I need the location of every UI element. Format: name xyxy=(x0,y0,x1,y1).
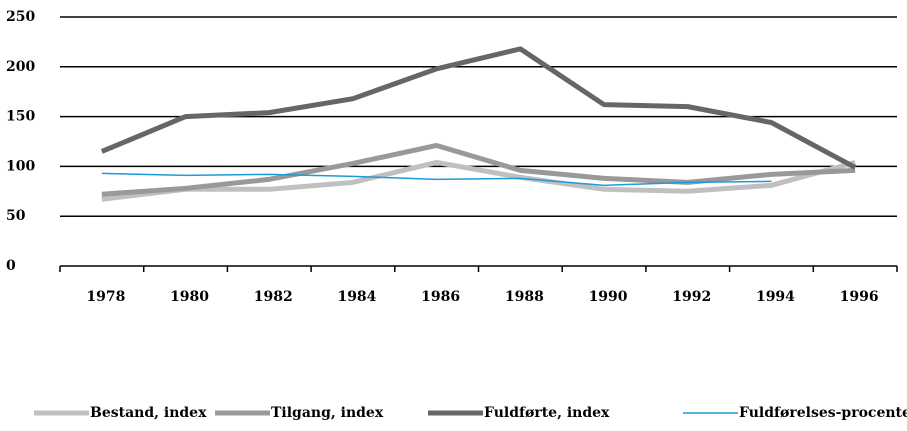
series-line xyxy=(101,172,772,187)
y-tick-label: 250 xyxy=(6,9,35,25)
x-tick-label: 1978 xyxy=(86,289,125,305)
series-line xyxy=(100,46,857,170)
legend-label: Tilgang, index xyxy=(271,405,384,421)
x-tick-label: 1996 xyxy=(840,289,879,305)
y-tick-label: 0 xyxy=(6,258,16,274)
y-tick-label: 150 xyxy=(6,109,35,125)
x-tick-label: 1982 xyxy=(254,289,293,305)
x-tick-label: 1984 xyxy=(337,289,376,305)
x-tick-label: 1980 xyxy=(170,289,209,305)
y-tick-label: 50 xyxy=(6,208,26,224)
legend-label: Bestand, index xyxy=(90,405,207,421)
legend-label: Fuldførte, index xyxy=(484,405,610,421)
x-tick-label: 1992 xyxy=(672,289,711,305)
y-tick-label: 100 xyxy=(6,158,35,174)
y-tick-label: 200 xyxy=(6,59,35,75)
x-tick-label: 1990 xyxy=(589,289,628,305)
x-tick-label: 1986 xyxy=(421,289,460,305)
x-tick-label: 1994 xyxy=(756,289,795,305)
series-line xyxy=(101,159,856,202)
series-line xyxy=(101,142,856,197)
legend-label: Fuldførelses-procenter xyxy=(739,405,907,421)
x-tick-label: 1988 xyxy=(505,289,544,305)
